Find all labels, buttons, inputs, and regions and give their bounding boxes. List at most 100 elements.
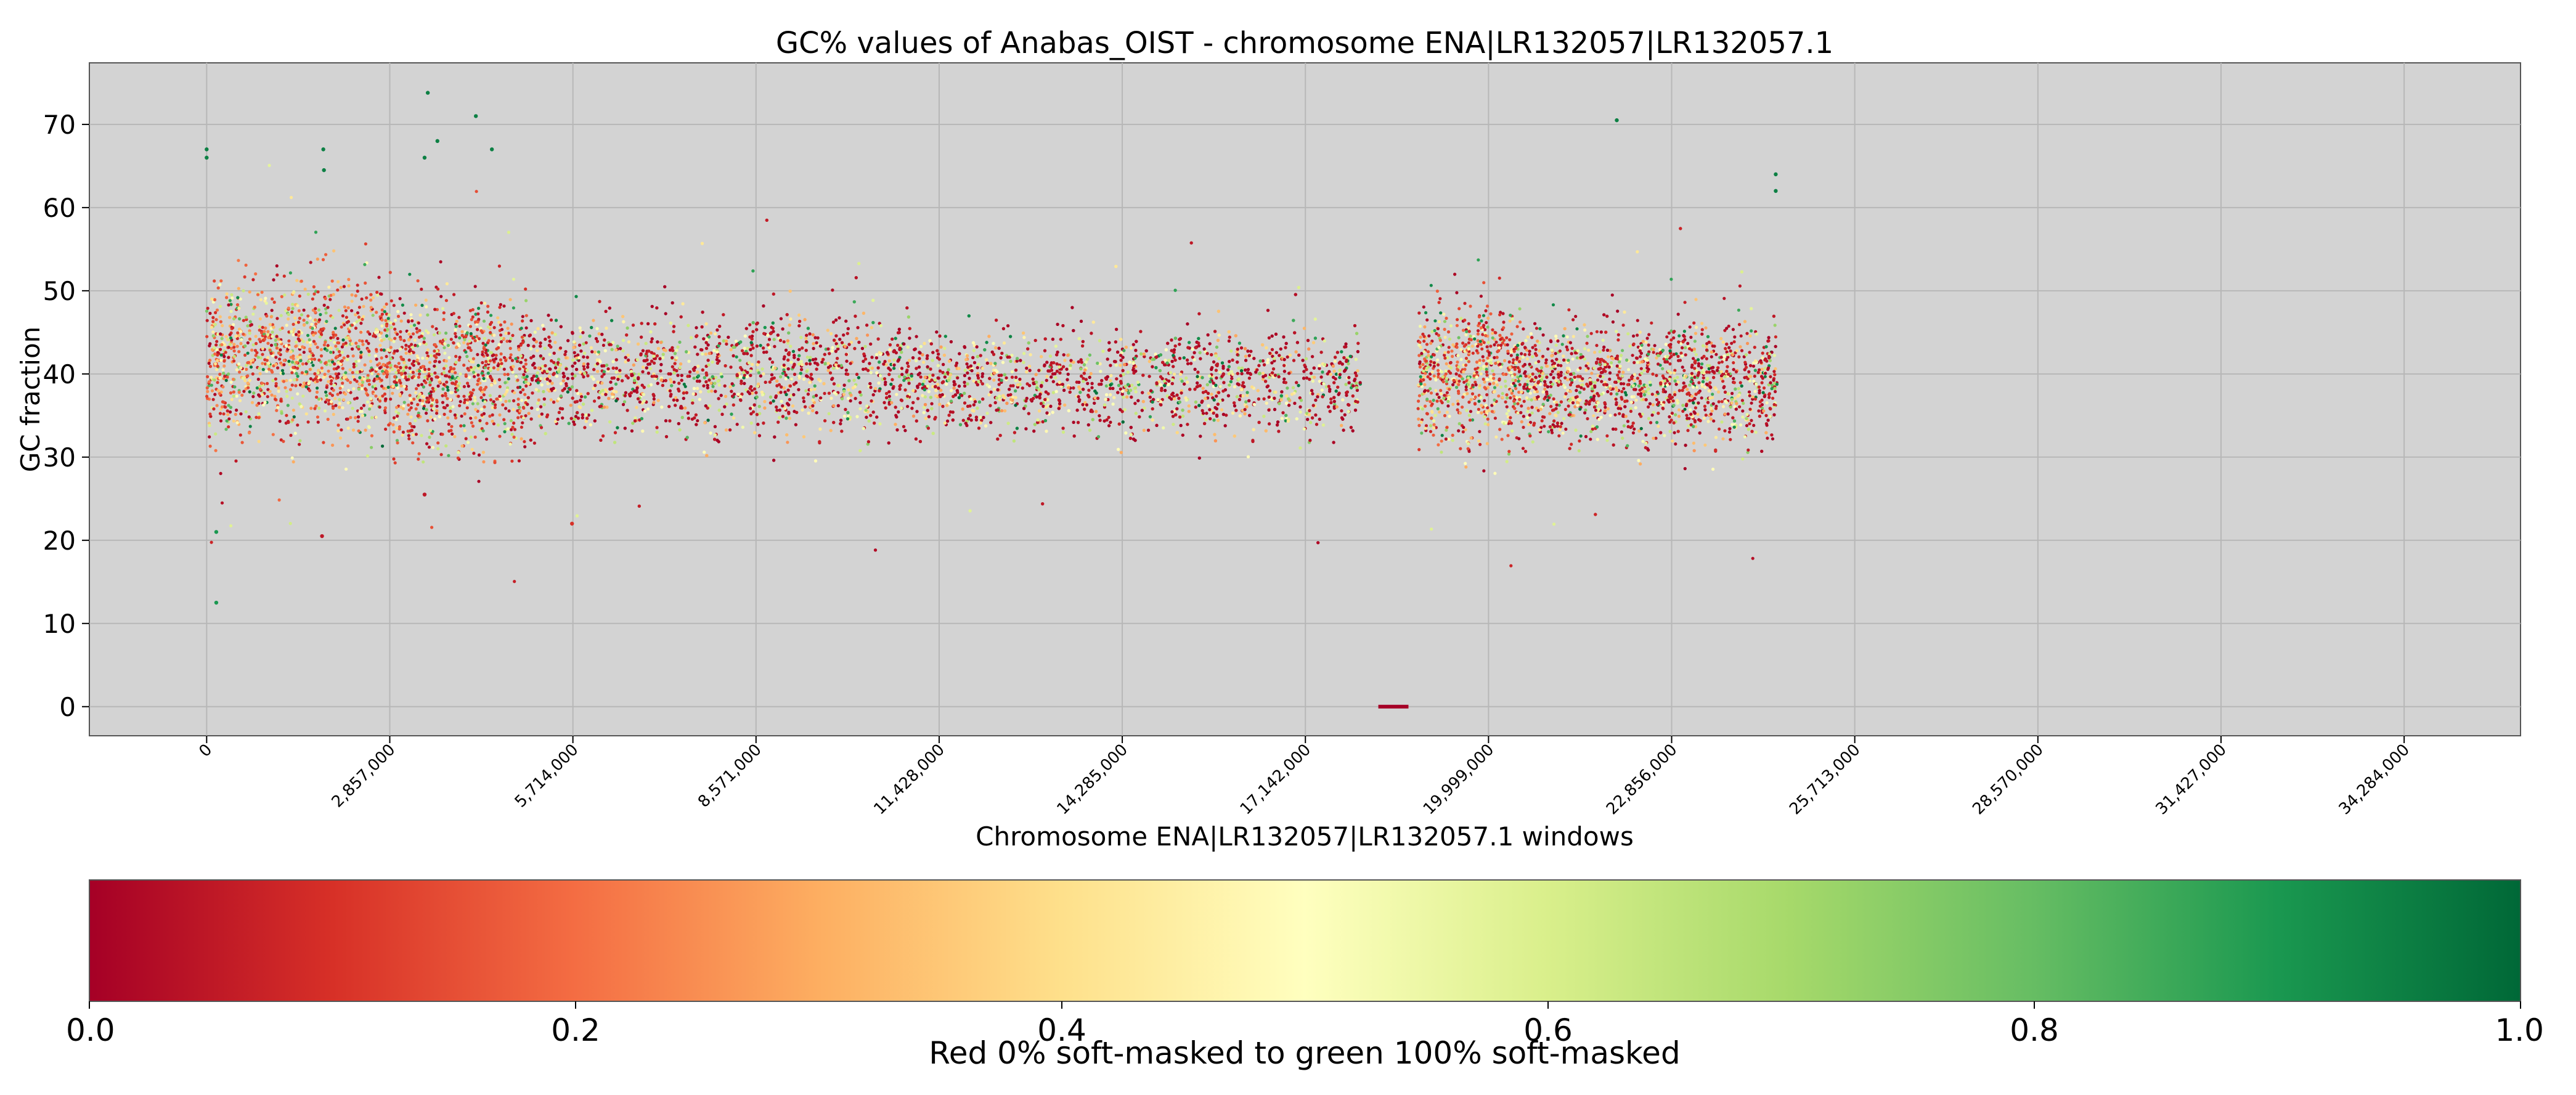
data-point [828, 371, 833, 375]
data-point [337, 309, 341, 312]
data-point [808, 332, 812, 336]
data-point [355, 370, 359, 374]
data-point [381, 363, 385, 367]
data-point [907, 381, 911, 385]
data-point [325, 386, 328, 389]
data-point [622, 320, 626, 324]
data-point [659, 369, 662, 373]
data-point [792, 393, 796, 397]
data-point [860, 346, 864, 351]
data-point [220, 405, 224, 409]
data-point [548, 379, 552, 383]
data-point [216, 332, 220, 336]
data-point [663, 285, 667, 288]
data-point [515, 359, 520, 364]
data-point [633, 419, 637, 423]
data-point [843, 344, 847, 348]
data-point [564, 350, 568, 354]
data-point [298, 294, 301, 298]
data-point [214, 449, 218, 452]
data-point [717, 409, 721, 412]
data-point [743, 381, 746, 385]
data-point [409, 397, 412, 401]
data-point [230, 296, 234, 300]
data-point [260, 381, 264, 385]
data-point [486, 372, 490, 375]
data-point [514, 375, 518, 378]
data-point [312, 292, 316, 296]
data-point [590, 325, 593, 330]
data-point [407, 338, 411, 342]
data-point [869, 371, 873, 375]
data-point [781, 327, 785, 331]
data-point [242, 289, 245, 293]
data-point [601, 434, 605, 438]
data-point [415, 327, 418, 330]
data-point [457, 377, 460, 380]
data-point [211, 315, 215, 320]
data-point [614, 367, 619, 370]
data-point [564, 356, 568, 360]
data-point [775, 384, 779, 388]
data-point [524, 287, 528, 291]
data-point [670, 356, 674, 360]
data-point [253, 349, 257, 352]
data-point [583, 426, 587, 429]
data-point [210, 383, 213, 387]
data-point [385, 370, 389, 374]
data-point [458, 324, 462, 328]
data-point [542, 397, 546, 401]
data-point [288, 388, 293, 391]
data-point [404, 376, 407, 380]
data-point [285, 324, 288, 327]
data-point [433, 360, 437, 364]
data-point [375, 367, 378, 371]
data-point [677, 381, 681, 385]
data-point [338, 391, 343, 394]
data-point [355, 320, 359, 324]
data-point [224, 335, 228, 338]
data-point [729, 365, 733, 369]
data-point [221, 368, 225, 372]
data-point [399, 338, 403, 341]
data-point [724, 428, 728, 432]
data-point [389, 299, 393, 303]
data-point [344, 341, 348, 345]
data-point [902, 342, 906, 346]
data-point [210, 297, 214, 301]
data-point [259, 298, 263, 301]
data-point [533, 330, 537, 334]
data-point [522, 373, 526, 377]
data-point [301, 362, 305, 366]
data-point [295, 378, 299, 381]
data-point [240, 338, 243, 341]
data-point [643, 409, 646, 413]
data-point [878, 360, 881, 364]
data-point [832, 367, 836, 370]
data-point [205, 335, 209, 338]
data-point [511, 333, 515, 338]
data-point [640, 383, 644, 387]
data-point [354, 360, 358, 364]
data-point [787, 412, 791, 415]
data-point [516, 397, 520, 401]
data-point [358, 376, 362, 380]
data-point [694, 413, 698, 417]
data-point [409, 324, 413, 328]
data-point [713, 425, 717, 429]
data-point [205, 386, 209, 390]
data-point [675, 349, 679, 352]
data-point [374, 354, 378, 358]
data-point [674, 404, 677, 407]
data-point [627, 393, 631, 396]
data-point [290, 396, 294, 400]
data-point [219, 332, 222, 336]
data-point [703, 421, 707, 425]
data-point [415, 387, 418, 391]
data-point [640, 322, 643, 325]
data-point [739, 375, 743, 379]
data-point [506, 327, 510, 330]
data-point [635, 390, 639, 394]
data-point [544, 432, 547, 436]
data-point [370, 372, 374, 375]
